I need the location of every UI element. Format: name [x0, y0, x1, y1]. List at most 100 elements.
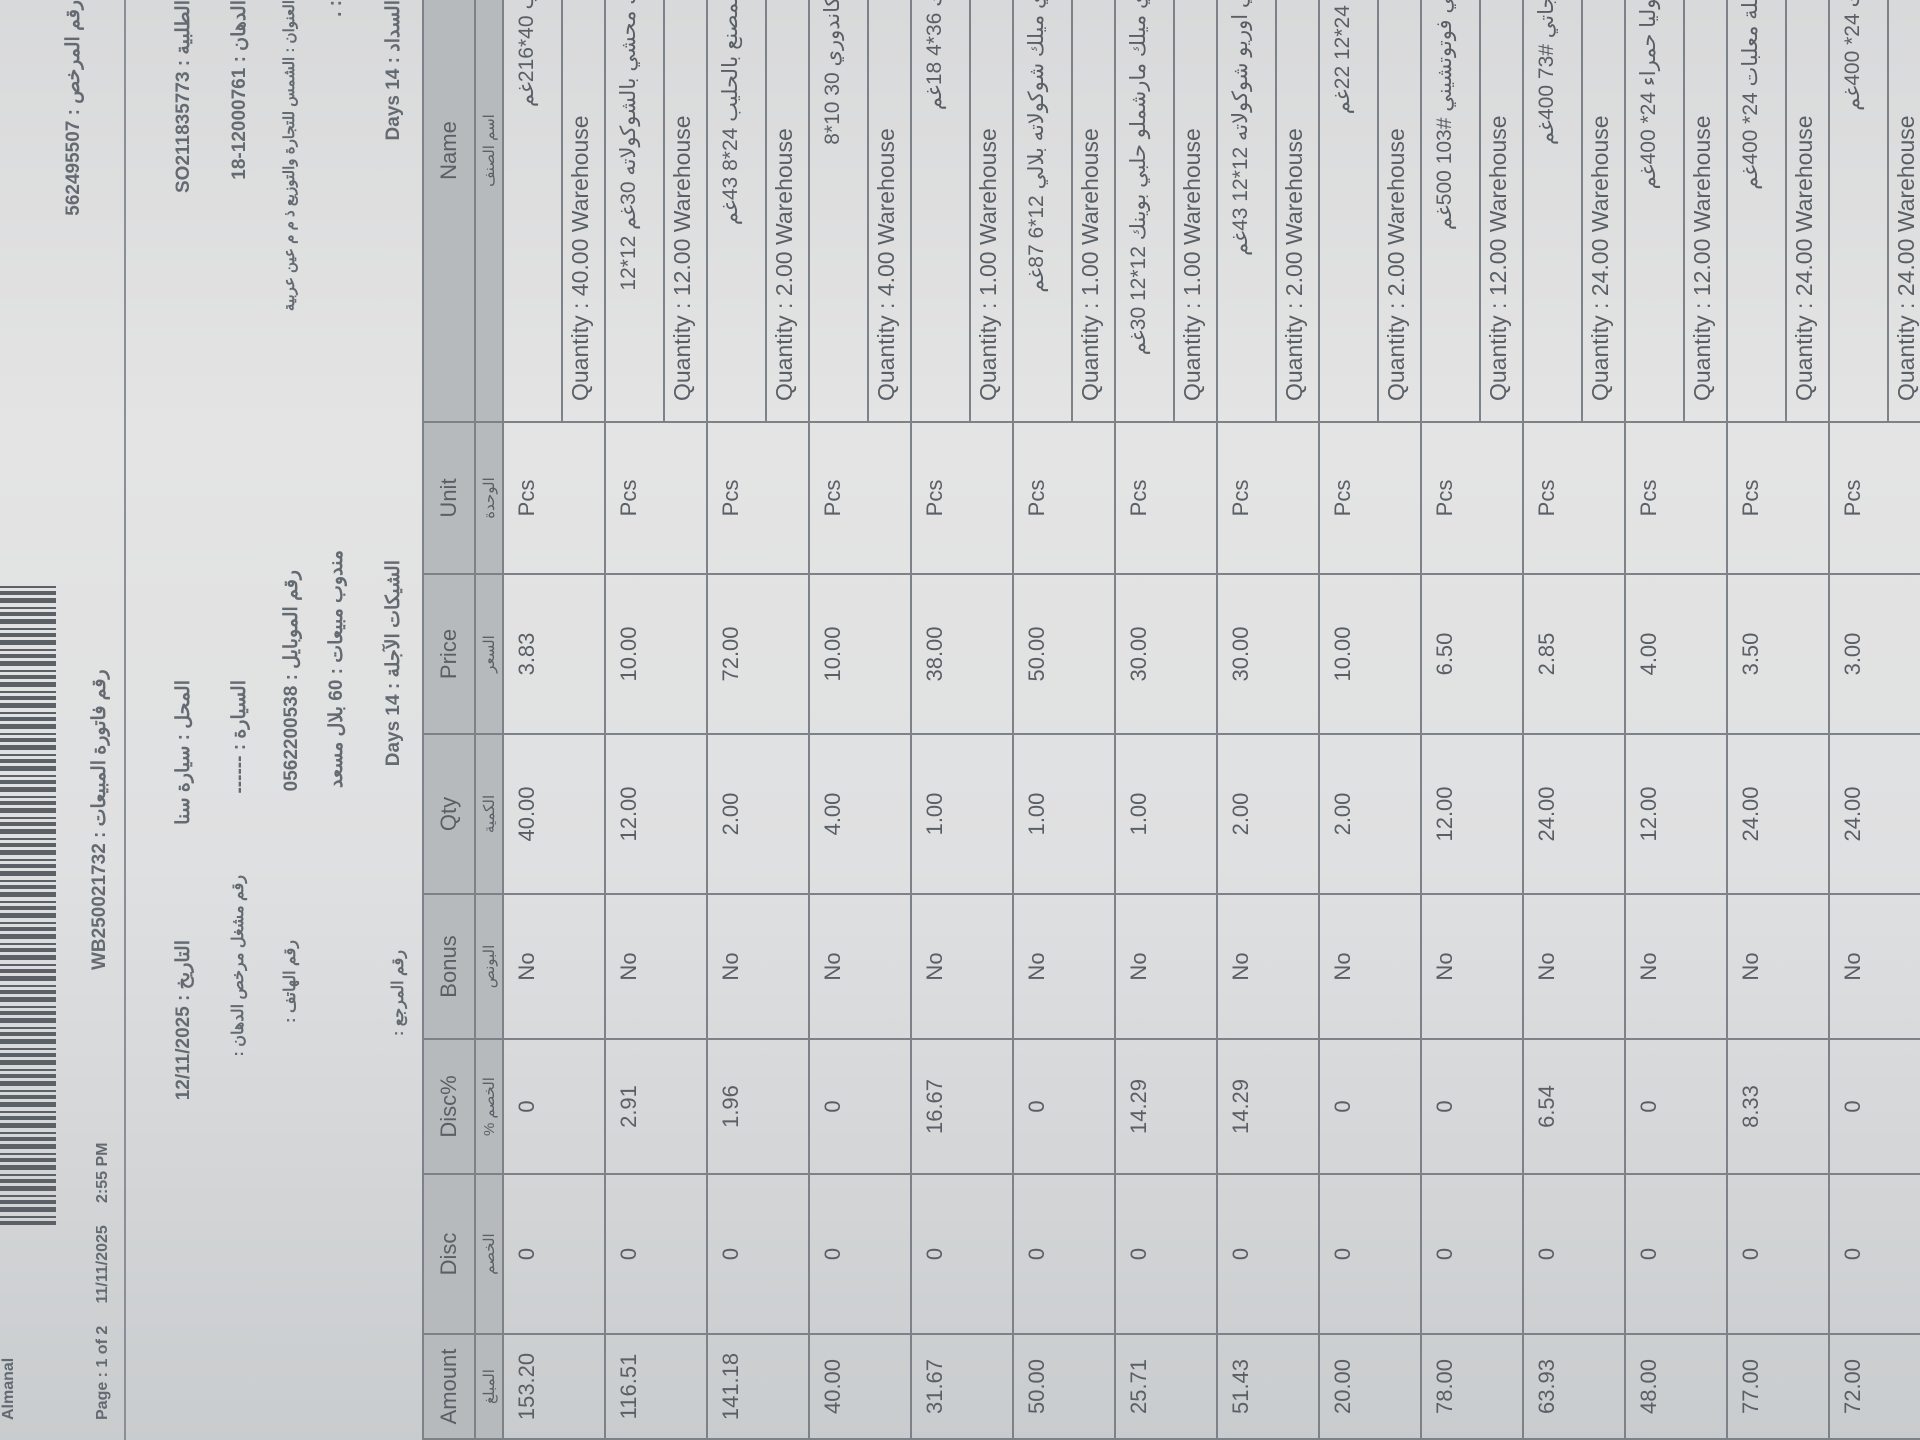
- cell-qty: 24.00: [1829, 734, 1920, 894]
- cell-unit: Pcs: [1829, 422, 1920, 574]
- cell-qty: 12.00: [1625, 734, 1727, 894]
- operator-label: رقم مشغل مرخص الدهان :: [230, 875, 247, 1057]
- cell-price: 3.50: [1727, 574, 1829, 734]
- cell-price: 38.00: [911, 574, 1013, 734]
- cell-unit: Pcs: [1421, 422, 1523, 574]
- cell-qty: 2.00: [1319, 734, 1421, 894]
- item-quantity-line: Quantity : 40.00 Warehouse: [561, 0, 594, 421]
- invoice-label: رقم فاتورة المبيعات :: [89, 669, 110, 838]
- item-quantity-line: Quantity : 2.00 Warehouse: [1275, 0, 1308, 421]
- cell-qty: 1.00: [1115, 734, 1217, 894]
- cell-qty: 24.00: [1523, 734, 1625, 894]
- shop-value: سيارة سنا: [173, 745, 194, 825]
- cell-qty: 1.00: [911, 734, 1013, 894]
- cell-bonus: No: [1625, 894, 1727, 1039]
- cell-unit: Pcs: [1115, 422, 1217, 574]
- column-header-unit: Unit: [423, 422, 475, 574]
- cell-price: 30.00: [1217, 574, 1319, 734]
- column-subheader: اسم الصنف: [475, 0, 503, 422]
- cell-qty: 40.00: [503, 734, 605, 894]
- cell-amount: 25.71: [1115, 1334, 1217, 1439]
- cell-unit: Pcs: [1727, 422, 1829, 574]
- extra-field: : .: [325, 0, 347, 80]
- cell-disc: 0: [809, 1174, 911, 1334]
- invoice-value: WB250021732: [89, 843, 110, 970]
- license-value: 562495507: [63, 120, 84, 216]
- cell-amount: 40.00: [809, 1334, 911, 1439]
- cell-price: 4.00: [1625, 574, 1727, 734]
- page-label: Page :: [94, 1371, 111, 1420]
- cell-price: 30.00: [1115, 574, 1217, 734]
- column-subheader: الخصم: [475, 1174, 503, 1334]
- column-subheader: % الخصم: [475, 1039, 503, 1174]
- item-name: كاندوري بلالي اوريو شوكولاته 12*12 43غم: [1229, 0, 1252, 256]
- cell-disc: 0: [605, 1174, 707, 1334]
- cell-amount: 77.00: [1727, 1334, 1829, 1439]
- cell-amount: 78.00: [1421, 1334, 1523, 1439]
- shop-field: المحل : سيارة سنا: [172, 680, 195, 880]
- item-quantity-line: Quantity : 2.00 Warehouse: [765, 0, 798, 421]
- cell-name: كاندوري ديري ميلك مارشملو حلبي بوينك 12*…: [1115, 0, 1217, 422]
- cell-disc-pct: 0: [1829, 1039, 1920, 1174]
- car-label: السيارة :: [229, 680, 250, 751]
- column-subheader: الوحدة: [475, 422, 503, 574]
- column-header-price: Price: [423, 574, 475, 734]
- cell-bonus: No: [605, 894, 707, 1039]
- cell-disc: 0: [911, 1174, 1013, 1334]
- cell-unit: Pcs: [503, 422, 605, 574]
- cell-amount: 141.18: [707, 1334, 809, 1439]
- cell-price: 10.00: [1319, 574, 1421, 734]
- cell-name: كاندوري بلالي اوريو شوكولاته 12*12 43غم Q…: [1217, 0, 1319, 422]
- date-label: التاريخ :: [173, 940, 194, 1001]
- cell-disc: 0: [1625, 1174, 1727, 1334]
- car-field: السيارة : ------: [228, 680, 251, 880]
- cell-bonus: No: [1421, 894, 1523, 1039]
- cell-bonus: No: [1523, 894, 1625, 1039]
- credit-value: 14 Days: [383, 68, 404, 141]
- column-subheader: البونص: [475, 894, 503, 1039]
- cell-amount: 20.00: [1319, 1334, 1421, 1439]
- item-name: ذرة حلوة كاملة معلبات 24* 400غم: [1739, 0, 1762, 190]
- cell-bonus: No: [911, 894, 1013, 1039]
- item-name: باستا تاجليتالي فوتوتشيني #103 500غم: [1433, 0, 1456, 231]
- date-field: التاريخ : 12/11/2025: [172, 940, 195, 1170]
- credit-field: السداد : 14 Days: [382, 0, 405, 190]
- cell-disc: 0: [1115, 1174, 1217, 1334]
- cell-bonus: No: [809, 894, 911, 1039]
- cell-name: سوراني فاصوليا حمراء 24* 400غم Quantity :…: [1625, 0, 1727, 422]
- column-header-name: Name: [423, 0, 475, 422]
- cell-disc-pct: 14.29: [1115, 1039, 1217, 1174]
- cheques-label: الشيكات الآجلة :: [383, 560, 404, 690]
- cell-price: 3.00: [1829, 574, 1920, 734]
- print-date: 11/11/2025: [94, 1225, 111, 1304]
- credit-label: السداد :: [383, 0, 404, 64]
- cell-name: كاندوري ديري ميلك شوكولاته بلالي 12*6 87…: [1013, 0, 1115, 422]
- item-name: كاندوري ديري ميلك مارشملو حلبي بوينك 12*…: [1127, 0, 1150, 356]
- cell-bonus: No: [1217, 894, 1319, 1039]
- cell-disc-pct: 6.54: [1523, 1039, 1625, 1174]
- address-label: العنوان :: [281, 0, 298, 53]
- item-name: فيليز بيني ريجاتي #73 400غم: [1535, 0, 1558, 145]
- item-quantity-line: Quantity : 24.00 Warehouse: [1785, 0, 1818, 421]
- cell-unit: Pcs: [1319, 422, 1421, 574]
- item-quantity-line: Quantity : 1.00 Warehouse: [1173, 0, 1206, 421]
- company-mark: Almanal: [0, 1357, 17, 1420]
- cell-disc-pct: 0: [503, 1039, 605, 1174]
- cell-disc: 0: [1727, 1174, 1829, 1334]
- phone-label: رقم الهاتف :: [282, 940, 299, 1023]
- column-header-disc: Disc: [423, 1174, 475, 1334]
- item-name: سوراني فاصوليا حمراء 24* 400غم: [1637, 0, 1660, 190]
- page-value: 1 of 2: [94, 1325, 111, 1368]
- print-time: 2:55 PM: [94, 1142, 111, 1203]
- item-quantity-line: Quantity : 24.00 Warehouse: [1581, 0, 1614, 421]
- cell-name: 12 بارني كيك محشي بالشوكولاته 30غم 12*12…: [605, 0, 707, 422]
- item-quantity-line: Quantity : 12.00 Warehouse: [1683, 0, 1716, 421]
- cheques-field: الشيكات الآجلة : 14 Days: [382, 560, 405, 860]
- extra-value: .: [325, 11, 346, 17]
- page-info: Page : 1 of 2 11/11/2025 2:55 PM: [94, 1142, 112, 1420]
- column-header-disc-pct: Disc%: [423, 1039, 475, 1174]
